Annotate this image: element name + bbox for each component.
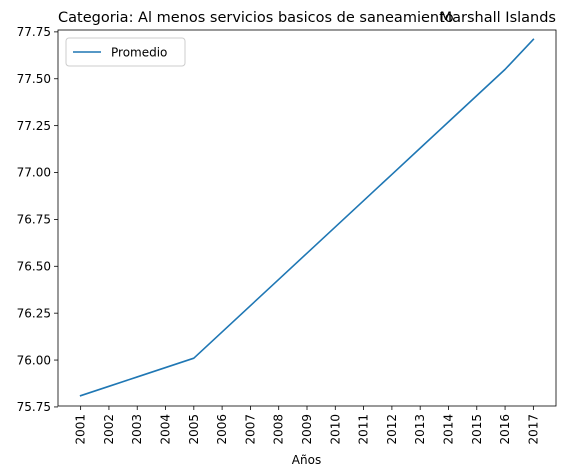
x-tick-label: 2011 xyxy=(357,414,371,445)
legend-label: Promedio xyxy=(111,46,167,60)
y-tick-label: 75.75 xyxy=(17,400,51,414)
x-tick-label: 2012 xyxy=(385,414,399,445)
x-tick-label: 2014 xyxy=(441,414,455,445)
y-tick-label: 76.50 xyxy=(17,259,51,273)
series-line-promedio xyxy=(79,38,535,397)
chart-title-right: Marshall Islands xyxy=(440,10,556,26)
y-tick-label: 76.00 xyxy=(17,353,51,367)
x-tick-label: 2013 xyxy=(413,414,427,445)
x-tick-label: 2002 xyxy=(102,414,116,445)
chart-title-left: Categoria: Al menos servicios basicos de… xyxy=(58,10,454,26)
series-layer xyxy=(79,38,535,397)
y-tick-label: 77.50 xyxy=(17,72,51,86)
x-tick-label: 2008 xyxy=(272,414,286,445)
x-axis: 2001 2002 2003 2004 2005 2006 2007 2008 2009 2010… xyxy=(74,406,540,445)
legend: Promedio xyxy=(65,37,186,67)
x-tick-label: 2005 xyxy=(187,414,201,445)
x-tick-label: 2009 xyxy=(300,414,314,445)
y-tick-label: 77.75 xyxy=(17,25,51,39)
legend-box xyxy=(65,37,186,67)
y-tick-label: 77.25 xyxy=(17,119,51,133)
y-tick-label: 76.75 xyxy=(17,213,51,227)
x-tick-label: 2015 xyxy=(470,414,484,445)
x-tick-label: 2017 xyxy=(526,414,540,445)
x-tick-label: 2016 xyxy=(498,414,512,445)
x-tick-label: 2007 xyxy=(243,414,257,445)
y-tick-label: 77.00 xyxy=(17,166,51,180)
x-tick-label: 2006 xyxy=(215,414,229,445)
x-tick-label: 2001 xyxy=(74,414,88,445)
y-tick-label: 76.25 xyxy=(17,306,51,320)
x-tick-label: 2003 xyxy=(130,414,144,445)
x-tick-label: 2004 xyxy=(159,414,173,445)
y-axis: 75.75 76.00 76.25 76.50 76.75 77.00 77.25 77.50… xyxy=(17,25,58,414)
x-tick-label: 2010 xyxy=(328,414,342,445)
x-axis-label: Años xyxy=(292,453,321,467)
